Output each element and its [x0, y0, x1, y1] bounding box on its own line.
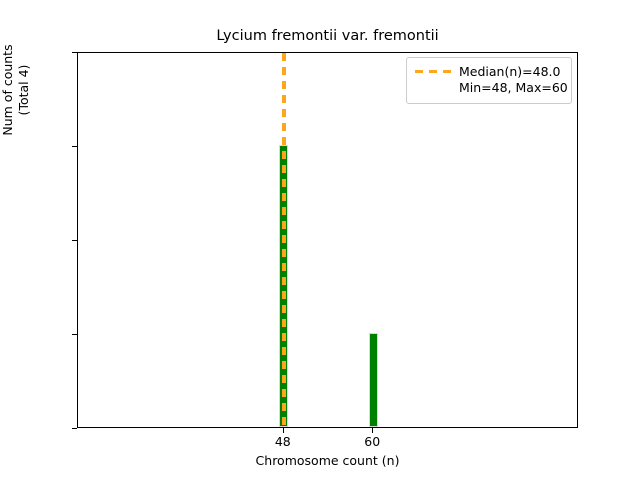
x-axis-label: Chromosome count (n)	[255, 453, 400, 468]
y-axis-label-line2: (Total 4)	[16, 64, 31, 116]
median-line	[281, 53, 286, 427]
y-axis-label: Num of counts (Total 4)	[0, 0, 32, 240]
y-axis-label-line1: Num of counts	[0, 44, 15, 136]
legend-median-line-swatch	[415, 64, 451, 79]
x-tick-mark-60	[372, 427, 374, 433]
x-tick-label-48: 48	[274, 434, 291, 449]
legend: Median(n)=48.0 Min=48, Max=60	[406, 57, 572, 104]
y-tick-mark-3	[71, 146, 77, 148]
page-title: Lycium fremontii var. fremontii	[216, 28, 439, 44]
x-tick-label-60: 60	[364, 434, 381, 449]
plot-inner	[78, 53, 577, 427]
bar-60	[368, 333, 378, 427]
y-tick-mark-1	[71, 334, 77, 336]
y-tick-mark-4	[71, 52, 77, 54]
x-tick-mark-48	[282, 427, 284, 433]
legend-entry-minmax: Min=48, Max=60	[459, 80, 568, 95]
y-tick-mark-2	[71, 240, 77, 242]
y-tick-mark-0	[71, 428, 77, 430]
plot-area	[77, 52, 578, 428]
legend-entry-median: Median(n)=48.0	[459, 64, 561, 79]
legend-text: Median(n)=48.0 Min=48, Max=60	[459, 64, 568, 96]
